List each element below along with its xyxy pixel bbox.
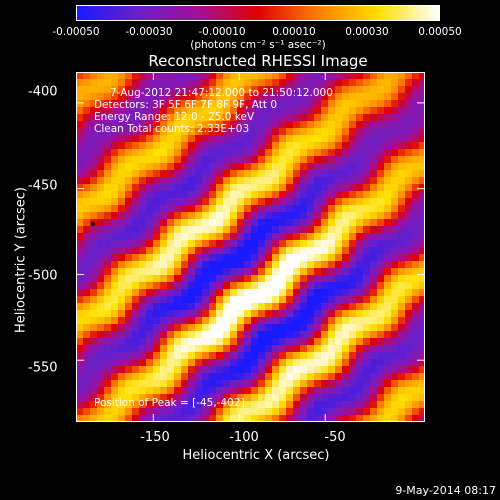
colorbar-tick-label: 0.00010 xyxy=(272,26,316,38)
peak-marker xyxy=(91,222,95,226)
y-tick-label: -450 xyxy=(28,178,58,194)
y-tick-label: -400 xyxy=(28,84,58,100)
plot-title: Reconstructed RHESSI Image xyxy=(148,52,368,70)
x-tick-label: -150 xyxy=(140,430,170,445)
colorbar-tick-label: -0.00050 xyxy=(52,26,100,38)
plot-frame xyxy=(76,72,425,422)
colorbar xyxy=(76,5,440,21)
colorbar-tick-label: -0.00010 xyxy=(198,26,246,38)
rhessi-image xyxy=(76,72,425,422)
method-counts-label: Clean Total counts: 2.33E+03 xyxy=(94,123,250,135)
peak-position-label: Position of Peak = [-45,-402] xyxy=(94,397,245,409)
energy-range-label: Energy Range: 12.0 - 25.0 keV xyxy=(94,111,255,123)
x-tick-label: -50 xyxy=(324,430,346,445)
time-range-label: 7-Aug-2012 21:47:12.000 to 21:50:12.000 xyxy=(110,87,333,99)
colorbar-units: (photons cm⁻² s⁻¹ asec⁻²) xyxy=(190,39,326,51)
y-tick-label: -550 xyxy=(28,360,58,376)
footer-date: 9-May-2014 08:17 xyxy=(395,484,496,497)
y-axis-label: Heliocentric Y (arcsec) xyxy=(13,187,29,333)
colorbar-tick-label: -0.00030 xyxy=(125,26,173,38)
detectors-label: Detectors: 3F 5F 6F 7F 8F 9F, Att 0 xyxy=(94,99,278,111)
colorbar-tick-label: 0.00050 xyxy=(418,26,462,38)
colorbar-tick-label: 0.00030 xyxy=(345,26,389,38)
image-plot xyxy=(76,72,425,422)
image-pixels xyxy=(76,72,425,422)
x-tick-label: -100 xyxy=(229,430,259,445)
y-tick-label: -500 xyxy=(28,268,58,284)
x-axis-label: Heliocentric X (arcsec) xyxy=(182,448,330,463)
